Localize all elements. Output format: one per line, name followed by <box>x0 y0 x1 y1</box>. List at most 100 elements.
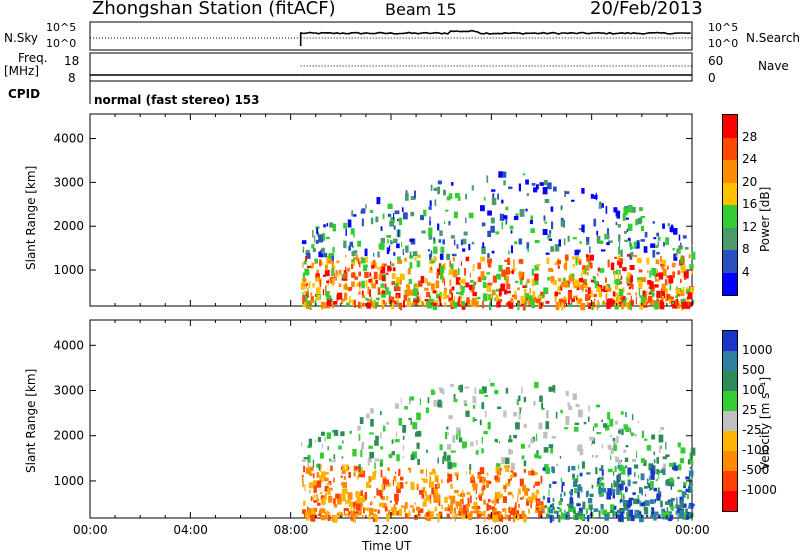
power-panel-cell <box>454 296 456 303</box>
velocity-panel-cell <box>484 514 486 522</box>
velocity-panel-cell <box>329 487 333 491</box>
velocity-panel-cell <box>505 465 510 473</box>
velocity-panel-cell <box>326 482 331 486</box>
power-panel-cell <box>615 222 618 226</box>
colorbar-tick-label: -1000 <box>742 483 777 497</box>
power-panel-cell <box>429 302 433 305</box>
velocity-panel-cell <box>523 460 527 467</box>
velocity-panel-cell <box>427 397 430 404</box>
power-panel-cell <box>646 257 650 265</box>
power-panel-cell <box>554 291 558 297</box>
velocity-panel-cell <box>328 511 330 517</box>
power-panel-cell <box>361 295 366 298</box>
velocity-panel-cell <box>535 433 538 442</box>
velocity-panel-cell <box>309 469 312 476</box>
velocity-panel-cell <box>564 509 566 513</box>
velocity-panel-cell <box>476 505 481 510</box>
power-panel-cell <box>332 301 335 309</box>
colorbar-tick-label: 25 <box>742 403 758 417</box>
velocity-panel-cell <box>393 504 396 509</box>
power-panel-cell <box>581 266 586 275</box>
velocity-panel-cell <box>483 499 486 505</box>
velocity-panel-cell <box>379 463 382 467</box>
velocity-panel-cell <box>479 495 482 501</box>
velocity-panel-cell <box>418 508 424 513</box>
power-panel-cell <box>683 271 689 278</box>
velocity-panel-cell <box>650 472 655 480</box>
power-panel-cell <box>396 243 400 249</box>
velocity-panel-cell <box>551 435 556 439</box>
velocity-panel-cell <box>662 512 667 516</box>
power-panel-cell <box>612 300 614 307</box>
velocity-panel-cell <box>343 513 348 516</box>
velocity-panel-cell <box>392 506 398 513</box>
power-panel-cell <box>430 298 435 304</box>
power-panel-cell <box>629 242 633 250</box>
power-panel-cell <box>596 286 601 293</box>
power-panel-cell <box>633 255 638 258</box>
velocity-panel-cell <box>651 434 656 440</box>
power-panel-cell <box>397 299 399 307</box>
power-panel-cell <box>497 299 503 303</box>
velocity-panel-cell <box>353 472 356 477</box>
power-panel-cell <box>668 278 673 284</box>
power-panel-cell <box>651 268 657 276</box>
velocity-panel-cell <box>670 505 675 510</box>
velocity-panel-cell <box>648 463 654 471</box>
power-panel-cell <box>562 296 567 300</box>
power-panel-cell <box>371 277 374 284</box>
power-panel-cell <box>596 235 601 244</box>
velocity-panel-cell <box>653 464 655 471</box>
velocity-panel-cell <box>577 484 582 492</box>
power-panel-cell <box>361 290 364 296</box>
power-ylabel: Slant Range [km] <box>24 165 38 270</box>
power-panel-cell <box>380 226 383 231</box>
power-panel-cell <box>397 256 401 261</box>
velocity-panel-cell <box>579 448 584 456</box>
power-panel-cell <box>374 262 378 269</box>
power-panel-cell <box>403 294 408 302</box>
velocity-panel-cell <box>616 436 619 444</box>
velocity-panel-cell <box>534 471 538 476</box>
velocity-panel-cell <box>357 475 359 480</box>
velocity-panel-cell <box>381 496 385 500</box>
power-panel-cell <box>665 237 669 245</box>
power-panel-cell <box>552 280 557 286</box>
velocity-panel-cell <box>360 507 362 515</box>
nsky-label: N.Sky <box>4 31 39 45</box>
power-panel-cell <box>536 264 541 267</box>
velocity-panel-cell <box>337 500 342 505</box>
velocity-panel-cell <box>677 476 680 480</box>
colorbar-tick-label: 8 <box>742 242 750 256</box>
velocity-panel-cell <box>343 509 345 516</box>
velocity-panel-cell <box>670 485 672 490</box>
power-panel-cell <box>323 224 326 228</box>
power-panel-cell <box>381 263 387 267</box>
power-panel-cell <box>423 209 427 217</box>
power-panel-cell <box>405 245 409 253</box>
power-panel-cell <box>347 268 349 272</box>
power-panel-cell <box>316 227 319 234</box>
velocity-panel-cell <box>591 484 594 489</box>
power-panel-cell <box>351 261 356 266</box>
velocity-panel-cell <box>573 480 578 488</box>
velocity-panel-cell <box>479 419 482 426</box>
velocity-panel-cell <box>396 510 400 516</box>
power-panel-cell <box>305 256 307 262</box>
power-panel-cell <box>471 299 476 307</box>
velocity-panel-cell <box>504 485 506 493</box>
power-panel-cell <box>563 238 566 246</box>
power-panel-cell <box>614 285 619 290</box>
power-panel-cell <box>635 292 637 296</box>
velocity-panel-cell <box>651 507 655 515</box>
velocity-panel-cell <box>431 470 437 475</box>
colorbar-segment <box>723 491 737 511</box>
velocity-panel-cell <box>496 491 501 500</box>
power-panel-cell <box>513 294 518 300</box>
velocity-panel-cell <box>634 512 640 519</box>
power-panel-cell <box>307 301 311 307</box>
velocity-panel-cell <box>507 491 513 496</box>
velocity-panel-cell <box>419 398 421 405</box>
power-panel-cell <box>370 217 374 225</box>
power-panel-cell <box>387 213 392 217</box>
